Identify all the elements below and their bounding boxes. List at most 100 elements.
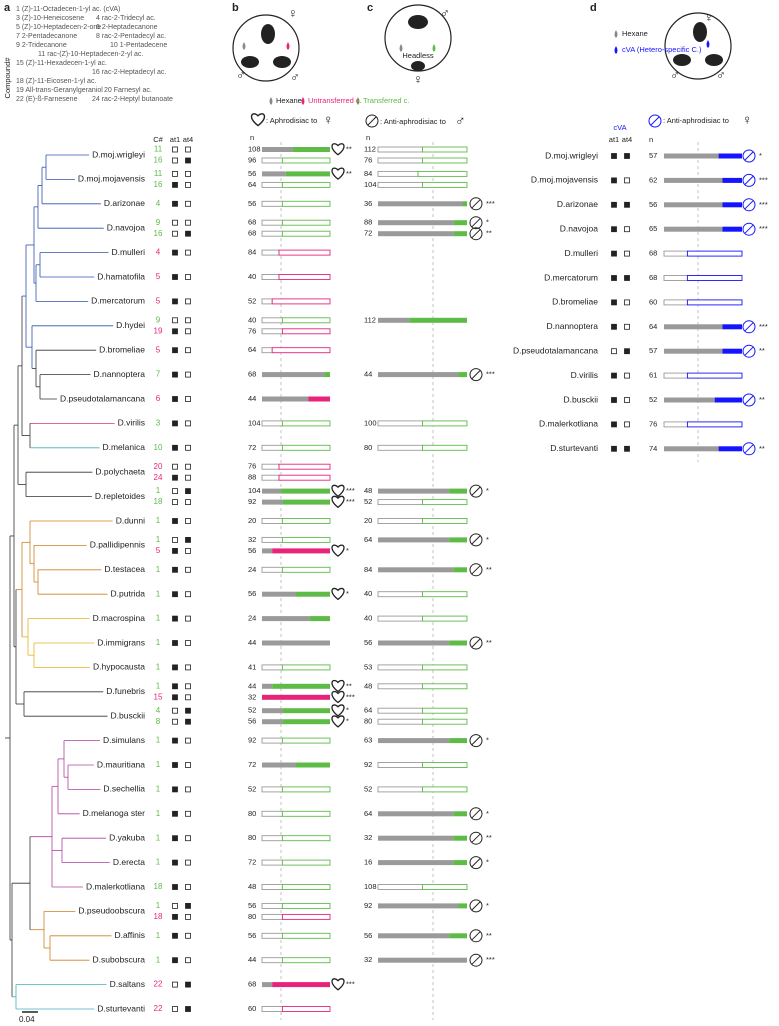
antenna-marker [624, 397, 630, 403]
bar-compound [422, 707, 468, 714]
anti-aphrodisiac-symbol [469, 216, 483, 230]
compound-number: 6 [156, 394, 161, 403]
bar-compound [422, 683, 468, 690]
antenna-marker [185, 548, 191, 554]
antenna-marker [172, 1006, 178, 1012]
significance: *** [486, 370, 495, 379]
antenna-marker [172, 762, 178, 768]
sample-size: 80 [248, 809, 256, 818]
significance: ** [486, 565, 492, 574]
bar-hexane [262, 548, 273, 554]
antenna-marker [185, 396, 191, 402]
symbol-part [744, 224, 754, 234]
sample-size: 53 [364, 662, 372, 671]
bar-hexane [378, 957, 467, 963]
aphrodisiac-symbol [331, 587, 345, 601]
species-name: D.hypocausta [93, 662, 145, 672]
sample-size: 92 [248, 736, 256, 745]
antenna-marker [172, 914, 178, 920]
bar-compound [422, 518, 468, 524]
bar-hexane [664, 153, 719, 159]
bar-compound [281, 810, 331, 817]
compound-entry: 3 (Z)-10-Heneicosene [16, 15, 84, 22]
symbol-part [471, 858, 481, 867]
col-header: n [366, 133, 370, 142]
bar-hexane [378, 640, 450, 646]
sample-size: 44 [248, 394, 256, 403]
bar-compound [292, 147, 330, 152]
significance: *** [346, 497, 355, 506]
antenna-marker [172, 884, 178, 890]
anti-aphrodisiac-symbol [742, 442, 756, 456]
sample-size: 80 [364, 717, 372, 726]
symbol-part [471, 199, 481, 209]
antenna-marker [185, 170, 191, 177]
compound-number: 22 [154, 1004, 163, 1013]
significance: ** [346, 169, 352, 178]
compound-number: 1 [156, 614, 161, 623]
anti-aphrodisiac-symbol [742, 198, 756, 212]
species-name: D.malerkotliana [86, 881, 145, 891]
antenna-marker [185, 1006, 191, 1012]
antenna-marker [185, 810, 191, 817]
sample-size: 56 [248, 546, 256, 555]
symbol-part [469, 831, 483, 845]
species-name: D.simulans [103, 735, 145, 745]
bar-hexane [377, 420, 423, 427]
antenna-marker [185, 664, 191, 671]
antenna-marker [624, 153, 630, 159]
antenna-marker [172, 474, 178, 481]
symbol-part [469, 734, 483, 748]
sample-size: 65 [649, 224, 657, 233]
bar-hexane [378, 317, 410, 323]
significance: ** [759, 444, 765, 453]
sample-size: 76 [248, 462, 256, 471]
bar-hexane [378, 537, 450, 543]
bar-compound [281, 317, 331, 324]
symbol-part [469, 484, 483, 498]
species-name: D.bromeliae [552, 297, 598, 307]
bar-compound [686, 372, 743, 379]
antenna-marker [172, 463, 178, 470]
antenna-marker [172, 566, 178, 573]
anti-aphrodisiac-symbol [469, 197, 483, 211]
bar-hexane [377, 664, 423, 671]
species-name: D.moj.mojavensis [531, 175, 598, 185]
significance: *** [486, 199, 495, 208]
legend-text: : Anti-aphrodisiac to [380, 117, 446, 126]
compound-entry: 1 (Z)-11-Octadecen-1-yl ac. (cVA) [16, 6, 120, 13]
species-name: D.putrida [111, 588, 146, 598]
bar-hexane [663, 299, 688, 306]
species-name: D.melanoga ster [83, 808, 146, 818]
bar-compound [718, 153, 742, 159]
bar-compound [281, 932, 331, 939]
species-name: D.arizonae [557, 199, 598, 209]
compound-number: 22 [154, 980, 163, 989]
species-name: D.sechellia [103, 784, 145, 794]
compound-number: 11 [154, 169, 163, 178]
bar-hexane [261, 518, 283, 524]
bar-compound [449, 537, 467, 543]
species-name: D.virilis [571, 370, 598, 380]
antenna-marker [185, 884, 191, 890]
compound-number: 1 [156, 736, 161, 745]
sample-size: 44 [248, 681, 256, 690]
antenna-marker [172, 157, 178, 164]
species-name: D.mulleri [564, 248, 598, 258]
bar-hexane [262, 683, 273, 689]
symbol-part [469, 856, 483, 870]
sample-size: 56 [364, 638, 372, 647]
col-header: at4 [622, 135, 632, 144]
antenna-marker [611, 250, 617, 257]
bar-hexane [261, 219, 283, 226]
symbol-part [471, 638, 481, 648]
symbol-part [744, 200, 754, 210]
species-name: D.moj.wrigleyi [545, 150, 598, 160]
antenna-marker [611, 299, 617, 306]
significance: ** [486, 931, 492, 940]
symbol-part [469, 216, 483, 230]
bar-hexane [664, 397, 715, 403]
bar-compound [422, 157, 468, 164]
bar-hexane [377, 181, 423, 188]
antenna-marker [172, 200, 178, 207]
